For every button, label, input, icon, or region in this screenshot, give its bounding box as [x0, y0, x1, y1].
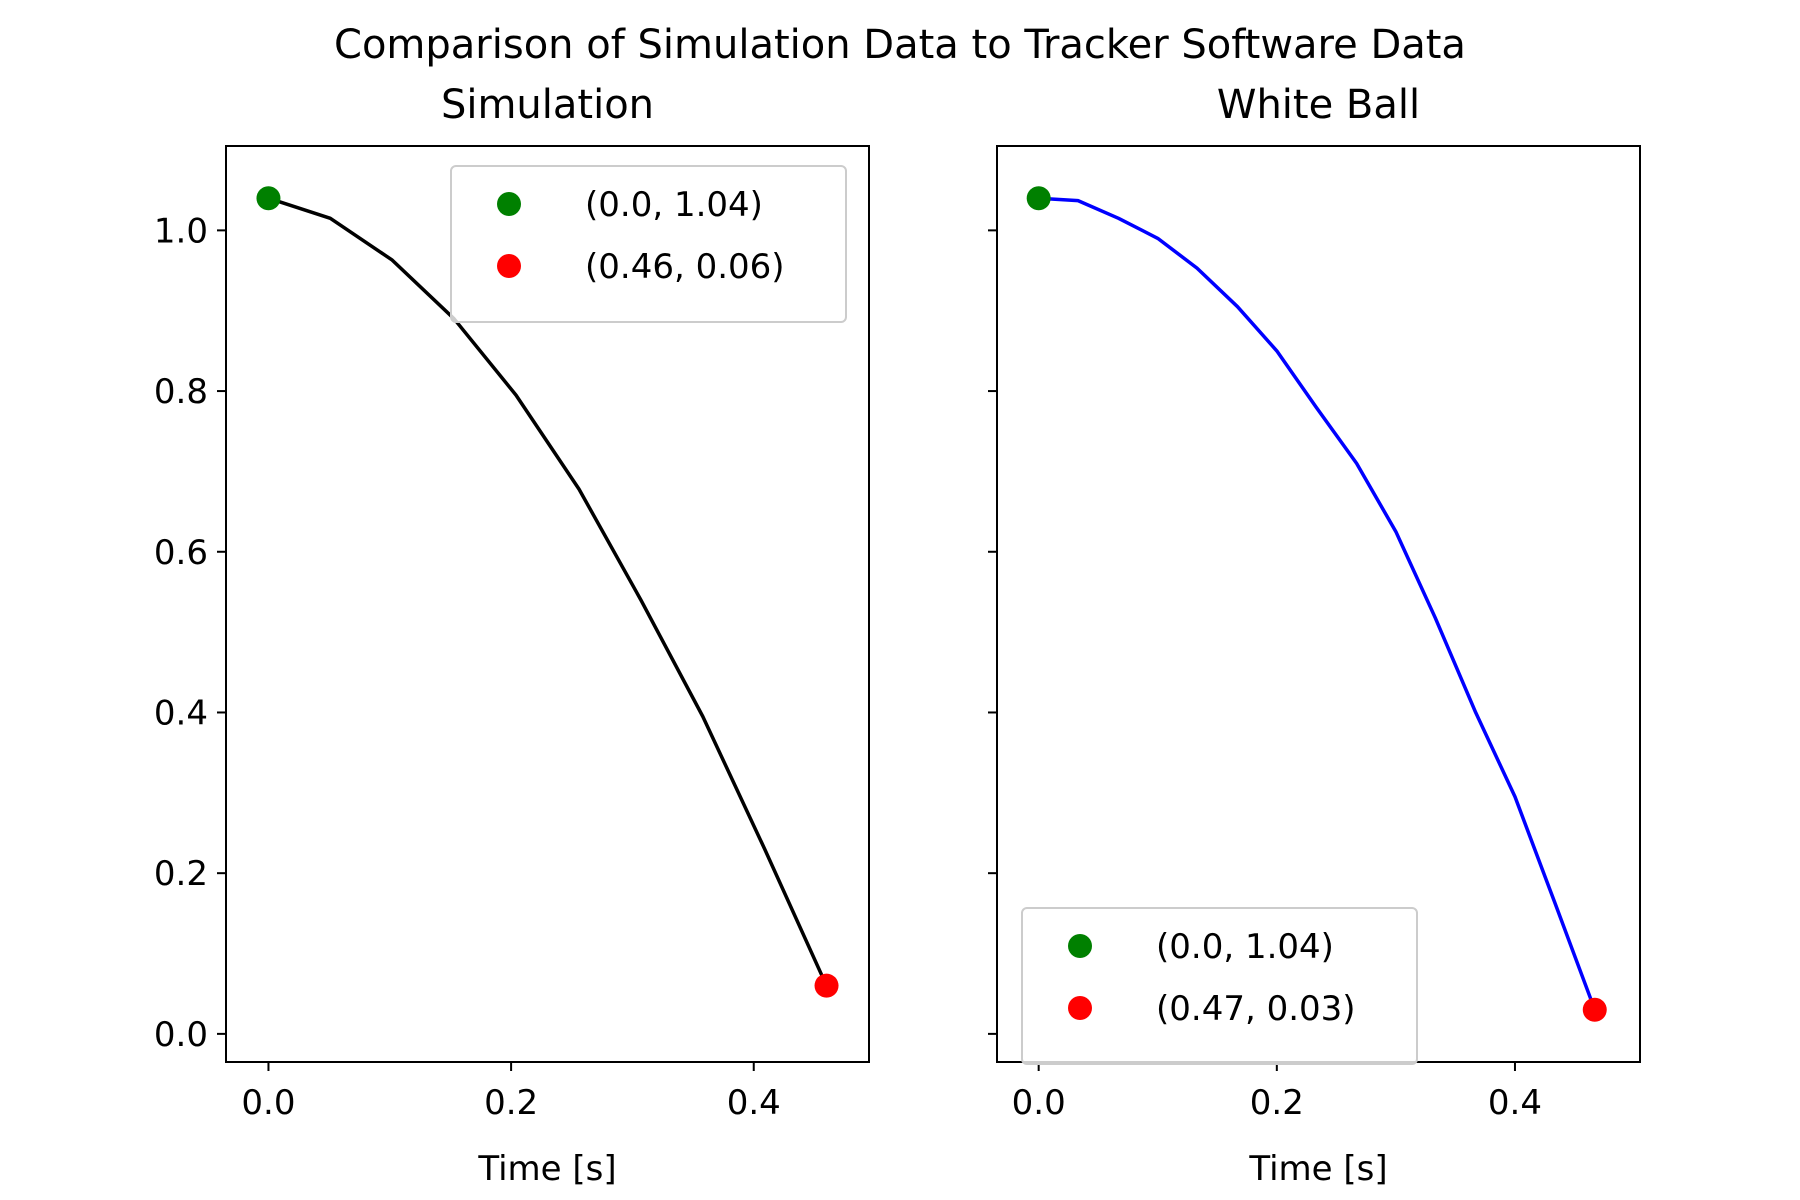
x-tick-label: 0.4 — [1488, 1083, 1542, 1123]
x-tick-label: 0.2 — [484, 1083, 538, 1123]
figure-suptitle: Comparison of Simulation Data to Tracker… — [334, 22, 1466, 68]
series-line — [1038, 196, 1597, 1011]
start-point-marker — [256, 186, 281, 211]
subplot-white-ball: White Ball 0.0 0.2 0.4 Time [s] (0.0, 1.04) (0… — [988, 82, 1641, 1189]
series-line — [267, 196, 829, 987]
legend-marker — [1068, 934, 1092, 958]
legend-marker — [497, 192, 521, 216]
legend-box — [1021, 907, 1418, 1065]
end-point-marker — [1582, 997, 1607, 1022]
legend-label: (0.47, 0.03) — [1156, 989, 1356, 1029]
x-axis-label: Time [s] — [477, 1149, 616, 1189]
y-tick-label: 0.6 — [154, 533, 208, 573]
x-axis-label: Time [s] — [1248, 1149, 1387, 1189]
axes-frame — [225, 145, 870, 1063]
x-tick-label: 0.4 — [727, 1083, 781, 1123]
subplot-title: Simulation — [441, 82, 654, 128]
subplot-simulation: Simulation 0.0 0.2 0.4 0.0 0.2 0.4 0.6 0.8 1.0 Tim… — [154, 82, 870, 1189]
legend-box — [450, 165, 847, 323]
x-tick-label: 0.0 — [241, 1083, 295, 1123]
legend-marker — [1068, 996, 1092, 1020]
subplot-title: White Ball — [1217, 82, 1420, 128]
legend-label: (0.0, 1.04) — [1156, 927, 1334, 967]
y-tick-label: 0.8 — [154, 372, 208, 412]
x-tick-label: 0.2 — [1250, 1083, 1304, 1123]
legend-marker — [497, 254, 521, 278]
x-tick-label: 0.0 — [1012, 1083, 1066, 1123]
y-tick-label: 1.0 — [154, 211, 208, 251]
legend-label: (0.0, 1.04) — [585, 185, 763, 225]
y-tick-label: 0.4 — [154, 693, 208, 733]
y-tick-label: 0.2 — [154, 854, 208, 894]
end-point-marker — [814, 973, 839, 998]
start-point-marker — [1026, 186, 1051, 211]
legend-label: (0.46, 0.06) — [585, 247, 785, 287]
y-tick-label: 0.0 — [154, 1015, 208, 1055]
